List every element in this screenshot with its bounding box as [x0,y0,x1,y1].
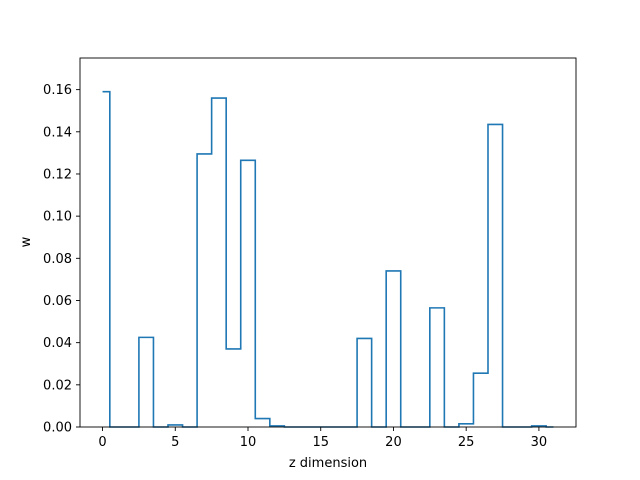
y-tick-label: 0.12 [43,167,72,182]
x-axis-label: z dimension [289,456,367,471]
y-tick-label: 0.16 [43,83,72,98]
y-tick-label: 0.14 [43,125,72,140]
y-tick-label: 0.02 [43,378,72,393]
y-tick-label: 0.10 [43,210,72,225]
y-tick-label: 0.04 [43,336,72,351]
x-tick-label: 10 [240,435,257,450]
y-axis-label: w [19,236,34,247]
plot-frame [79,57,577,428]
x-tick-label: 30 [531,435,548,450]
x-tick-label: 5 [171,435,179,450]
x-tick-label: 15 [312,435,329,450]
y-tick-label: 0.08 [43,252,72,267]
x-tick-label: 0 [98,435,106,450]
y-tick-label: 0.06 [43,294,72,309]
y-tick-label: 0.00 [43,421,72,436]
axes: 0 5 10 15 20 25 30 0.00 0.02 0.04 0.06 0.08 0.10 0.12… [43,57,577,450]
x-tick-label: 25 [458,435,475,450]
x-tick-label: 20 [385,435,402,450]
